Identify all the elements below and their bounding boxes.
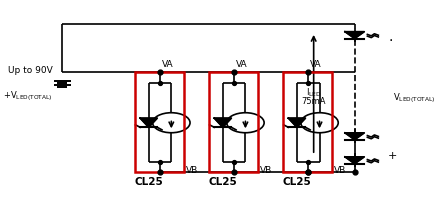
Polygon shape (345, 157, 364, 164)
Text: VB: VB (186, 166, 198, 175)
Polygon shape (288, 118, 305, 127)
Text: VB: VB (334, 166, 346, 175)
Text: Up to 90V: Up to 90V (7, 66, 52, 75)
Polygon shape (214, 118, 231, 127)
Text: CL25: CL25 (135, 177, 163, 187)
Text: CL25: CL25 (209, 177, 237, 187)
Polygon shape (140, 118, 157, 127)
Text: I$_{\mathrm{LED}}$: I$_{\mathrm{LED}}$ (306, 86, 322, 99)
Text: +: + (388, 151, 397, 161)
Polygon shape (345, 133, 364, 140)
Text: $\cdot$: $\cdot$ (388, 32, 392, 46)
Polygon shape (345, 32, 364, 39)
Text: VA: VA (161, 60, 173, 69)
Bar (283, 72, 332, 172)
Bar (135, 72, 184, 172)
Text: V$_{\mathrm{LED(TOTAL)}}$: V$_{\mathrm{LED(TOTAL)}}$ (393, 91, 435, 105)
Text: VB: VB (260, 166, 272, 175)
Bar (209, 72, 258, 172)
Text: +V$_{\mathrm{LED(TOTAL)}}$: +V$_{\mathrm{LED(TOTAL)}}$ (3, 89, 52, 102)
Text: 75mA: 75mA (301, 97, 326, 106)
Text: CL25: CL25 (282, 177, 312, 187)
Text: VA: VA (310, 60, 321, 69)
Text: VA: VA (236, 60, 247, 69)
